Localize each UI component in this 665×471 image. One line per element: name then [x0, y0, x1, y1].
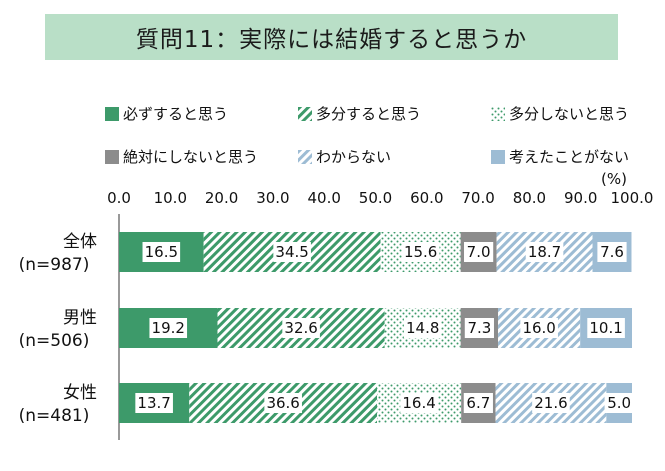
legend-swatch [491, 149, 505, 164]
category-sublabel: (n=987) [19, 255, 90, 275]
legend-label: わからない [316, 148, 392, 166]
x-tick-label: 50.0 [359, 189, 392, 207]
legend-label: 必ずすると思う [123, 105, 229, 123]
value-label: 16.5 [145, 243, 178, 261]
value-label-bg [149, 318, 188, 338]
legend-swatch [491, 106, 505, 121]
legend-swatch [105, 106, 119, 121]
x-tick-label: 0.0 [107, 189, 131, 207]
x-tick-label: 70.0 [461, 189, 494, 207]
value-label: 36.6 [266, 394, 299, 412]
value-label-bg [532, 393, 570, 413]
value-label: 16.0 [522, 319, 555, 337]
value-label: 19.2 [152, 319, 185, 337]
legend-item: 多分すると思う [298, 103, 421, 124]
category-label: 男性 [63, 308, 97, 328]
x-tick-label: 100.0 [611, 189, 654, 207]
value-label: 21.6 [534, 394, 567, 412]
value-label: 5.0 [607, 394, 631, 412]
x-tick-label: 90.0 [564, 189, 597, 207]
legend-item: 多分しないと思う [491, 103, 629, 124]
value-label-bg [464, 242, 494, 262]
value-label: 6.7 [466, 394, 490, 412]
value-label-bg [520, 318, 558, 338]
value-label: 10.1 [589, 319, 622, 337]
value-label-bg [403, 318, 442, 338]
bars: 16.5 34.5 15.6 7.0 18.7 7.6 19.2 32.6 14.8 7.3 16.… [119, 232, 634, 423]
value-label: 32.6 [284, 319, 317, 337]
legend-swatch [105, 149, 119, 164]
category-label: 全体 [63, 232, 97, 252]
x-tick-label: 10.0 [154, 189, 187, 207]
x-tick-label: 30.0 [256, 189, 289, 207]
category-labels: 全体 (n=987) 男性 (n=506) 女性 (n=481) [19, 232, 97, 426]
value-label-bg [587, 318, 625, 338]
value-label-bg [604, 393, 634, 413]
value-label: 7.0 [467, 243, 491, 261]
value-label-bg [135, 393, 173, 413]
value-label: 15.6 [404, 243, 437, 261]
legend-label: 絶対にしないと思う [123, 148, 259, 166]
value-label: 34.5 [275, 243, 308, 261]
category-label: 女性 [63, 383, 97, 403]
x-tick-label: 60.0 [410, 189, 443, 207]
legend-swatch [298, 149, 312, 164]
value-label-bg [464, 318, 494, 338]
unit-label: (%) [601, 170, 627, 188]
value-label-bg [142, 242, 181, 262]
legend-label: 考えたことがない [509, 148, 630, 166]
legend-label: 多分すると思う [316, 105, 422, 123]
value-label-bg [273, 242, 311, 262]
value-label-bg [401, 242, 440, 262]
value-label-bg [525, 242, 564, 262]
legend-item: 絶対にしないと思う [105, 146, 258, 167]
x-tick-label: 40.0 [307, 189, 340, 207]
legend-item: 考えたことがない [491, 146, 629, 167]
x-tick-label: 20.0 [205, 189, 238, 207]
value-label: 7.6 [600, 243, 624, 261]
value-label: 13.7 [137, 394, 170, 412]
x-tick-label: 80.0 [513, 189, 546, 207]
value-label-bg [400, 393, 438, 413]
category-sublabel: (n=506) [19, 331, 90, 351]
legend-swatch [298, 106, 312, 121]
value-label-bg [597, 242, 627, 262]
legend-item: 必ずすると思う [105, 103, 228, 124]
value-label: 14.8 [406, 319, 439, 337]
value-label: 7.3 [467, 319, 491, 337]
category-sublabel: (n=481) [19, 406, 90, 426]
value-label-bg [282, 318, 320, 338]
value-label: 16.4 [402, 394, 435, 412]
legend-item: わからない [298, 146, 391, 167]
legend-label: 多分しないと思う [509, 105, 630, 123]
value-label-bg [264, 393, 302, 413]
value-label-bg [463, 393, 493, 413]
value-label: 18.7 [528, 243, 561, 261]
chart-title: 質問11：実際には結婚すると思うか [45, 14, 618, 60]
